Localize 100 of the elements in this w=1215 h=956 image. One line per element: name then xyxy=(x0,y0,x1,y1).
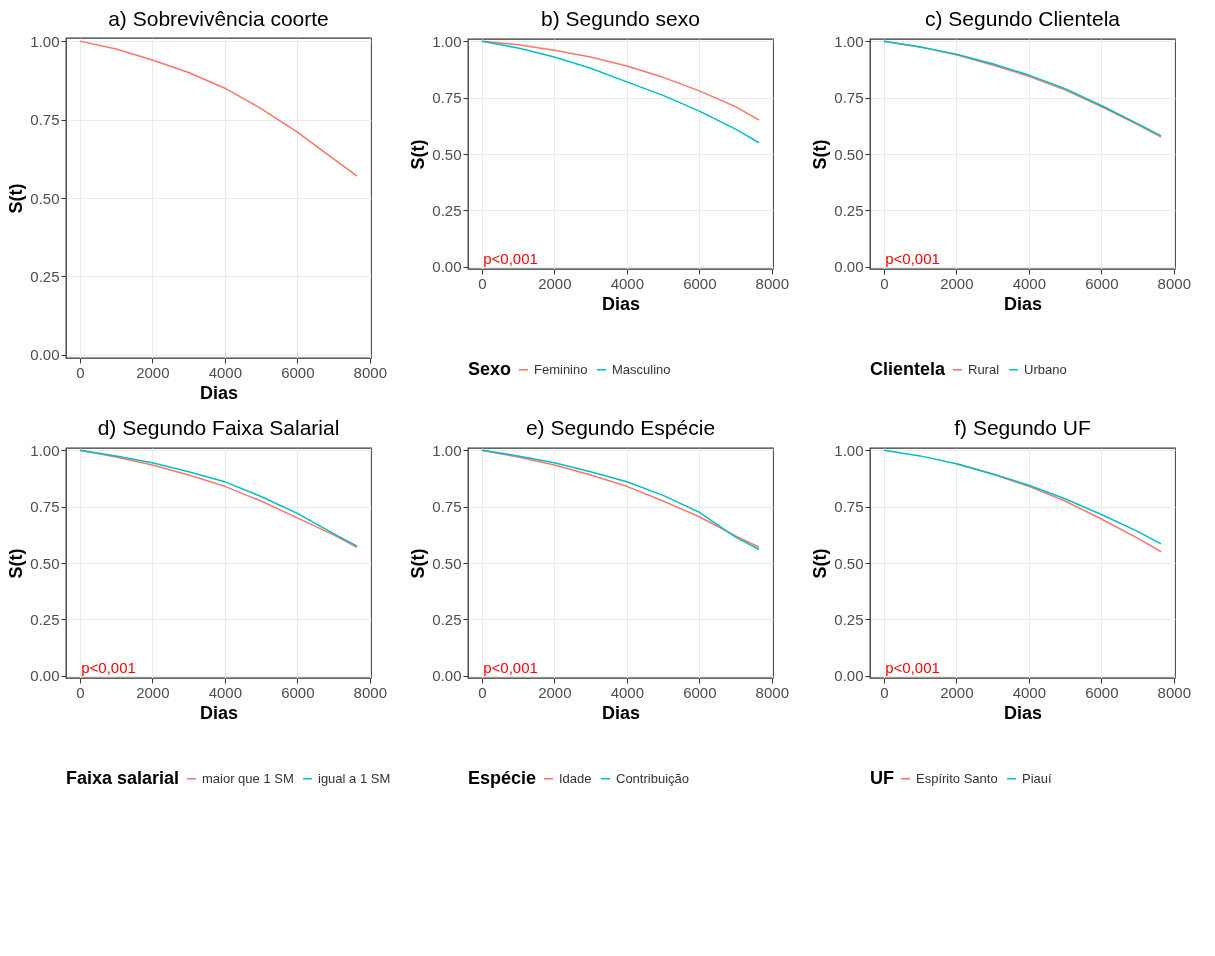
x-tick-label: 2000 xyxy=(940,683,974,701)
legend-title: Faixa salarial xyxy=(66,768,180,788)
x-tick-label: 0 xyxy=(880,683,889,701)
legend-label: maior que 1 SM xyxy=(202,770,294,786)
y-tick-label: 0.75 xyxy=(30,111,60,129)
x-tick-label: 2000 xyxy=(940,274,974,292)
legend-label: Espírito Santo xyxy=(916,770,998,786)
y-tick-label: 1.00 xyxy=(834,441,864,459)
annotation: p<0,001 xyxy=(885,250,940,267)
x-tick-label: 4000 xyxy=(610,274,645,292)
y-tick-label: 0.25 xyxy=(834,610,864,628)
y-tick-label: 0.25 xyxy=(30,610,60,628)
y-tick-label: 0.00 xyxy=(432,258,462,276)
x-tick-label: 6000 xyxy=(281,683,315,701)
y-tick-label: 0.75 xyxy=(834,498,864,516)
chart-title: c) Segundo Clientela xyxy=(925,7,1121,31)
legend-label: Piauí xyxy=(1022,770,1053,786)
y-tick-label: 0.75 xyxy=(432,498,462,516)
y-axis-title: S(t) xyxy=(810,139,831,170)
chart-title: a) Sobrevivência coorte xyxy=(108,7,329,31)
annotation: p<0,001 xyxy=(81,659,136,676)
x-tick-label: 2000 xyxy=(538,683,572,701)
legend-title: UF xyxy=(870,768,894,788)
legend-label: Rural xyxy=(968,361,1000,377)
x-tick-label: 0 xyxy=(76,363,85,381)
x-tick-label: 8000 xyxy=(353,363,387,381)
y-tick-label: 0.25 xyxy=(432,610,462,628)
x-tick-label: 6000 xyxy=(281,363,315,381)
x-tick-label: 0 xyxy=(880,274,889,292)
x-tick-label: 4000 xyxy=(208,683,243,701)
y-tick-label: 0.25 xyxy=(432,201,462,219)
legend-label: Idade xyxy=(559,770,592,786)
legend-title: Clientela xyxy=(870,359,947,379)
x-tick-label: 4000 xyxy=(1012,683,1047,701)
y-tick-label: 1.00 xyxy=(834,32,864,50)
y-tick-label: 0.50 xyxy=(432,554,462,572)
y-tick-label: 0.00 xyxy=(30,667,60,685)
y-tick-label: 1.00 xyxy=(432,441,462,459)
y-axis-title: S(t) xyxy=(6,183,27,214)
annotation: p<0,001 xyxy=(483,250,538,267)
y-axis-title: S(t) xyxy=(408,139,429,170)
chart-title: d) Segundo Faixa Salarial xyxy=(97,416,340,440)
y-tick-label: 0.00 xyxy=(432,667,462,685)
y-tick-label: 0.00 xyxy=(30,346,60,364)
x-tick-label: 4000 xyxy=(208,363,243,381)
y-tick-label: 0.75 xyxy=(834,89,864,107)
x-tick-label: 8000 xyxy=(1157,683,1191,701)
annotation: p<0,001 xyxy=(885,659,940,676)
y-tick-label: 0.00 xyxy=(834,667,864,685)
y-axis-title: S(t) xyxy=(408,548,429,579)
y-tick-label: 1.00 xyxy=(30,32,60,50)
chart-title: b) Segundo sexo xyxy=(541,7,700,31)
legend-title: Espécie xyxy=(468,768,537,788)
line-series xyxy=(79,40,358,177)
y-tick-label: 0.00 xyxy=(834,258,864,276)
legend-label: Contribuição xyxy=(616,770,689,786)
legend-label: Masculino xyxy=(612,361,671,377)
annotation: p<0,001 xyxy=(483,659,538,676)
x-tick-label: 8000 xyxy=(353,683,387,701)
line-series xyxy=(883,449,1162,545)
y-tick-label: 0.50 xyxy=(834,554,864,572)
chart-title: e) Segundo Espécie xyxy=(525,416,716,440)
x-axis-title: Dias xyxy=(199,702,239,723)
y-tick-label: 0.75 xyxy=(30,498,60,516)
y-tick-label: 0.25 xyxy=(834,201,864,219)
x-tick-label: 0 xyxy=(478,274,487,292)
legend-label: Urbano xyxy=(1024,361,1067,377)
x-tick-label: 4000 xyxy=(610,683,645,701)
x-tick-label: 6000 xyxy=(1085,274,1119,292)
y-tick-label: 0.50 xyxy=(30,554,60,572)
y-tick-label: 0.25 xyxy=(30,267,60,285)
x-axis-title: Dias xyxy=(1003,702,1043,723)
y-tick-label: 0.75 xyxy=(432,89,462,107)
x-axis-title: Dias xyxy=(199,382,239,403)
x-tick-label: 0 xyxy=(76,683,85,701)
y-tick-label: 0.50 xyxy=(432,145,462,163)
x-tick-label: 8000 xyxy=(755,274,789,292)
line-series xyxy=(481,40,760,144)
y-tick-label: 0.50 xyxy=(30,189,60,207)
x-tick-label: 6000 xyxy=(1085,683,1119,701)
chart-title: f) Segundo UF xyxy=(954,416,1091,440)
x-axis-title: Dias xyxy=(601,293,641,314)
legend-label: Feminino xyxy=(534,361,588,377)
legend-title: Sexo xyxy=(468,359,512,379)
y-tick-label: 1.00 xyxy=(30,441,60,459)
x-tick-label: 2000 xyxy=(136,363,170,381)
x-tick-label: 8000 xyxy=(755,683,789,701)
x-tick-label: 8000 xyxy=(1157,274,1191,292)
x-tick-label: 2000 xyxy=(136,683,170,701)
y-axis-title: S(t) xyxy=(6,548,27,579)
x-tick-label: 4000 xyxy=(1012,274,1047,292)
x-tick-label: 2000 xyxy=(538,274,572,292)
legend-label: igual a 1 SM xyxy=(318,770,391,786)
x-tick-label: 0 xyxy=(478,683,487,701)
y-axis-title: S(t) xyxy=(810,548,831,579)
y-tick-label: 1.00 xyxy=(432,32,462,50)
y-tick-label: 0.50 xyxy=(834,145,864,163)
x-tick-label: 6000 xyxy=(683,683,717,701)
x-tick-label: 6000 xyxy=(683,274,717,292)
x-axis-title: Dias xyxy=(601,702,641,723)
